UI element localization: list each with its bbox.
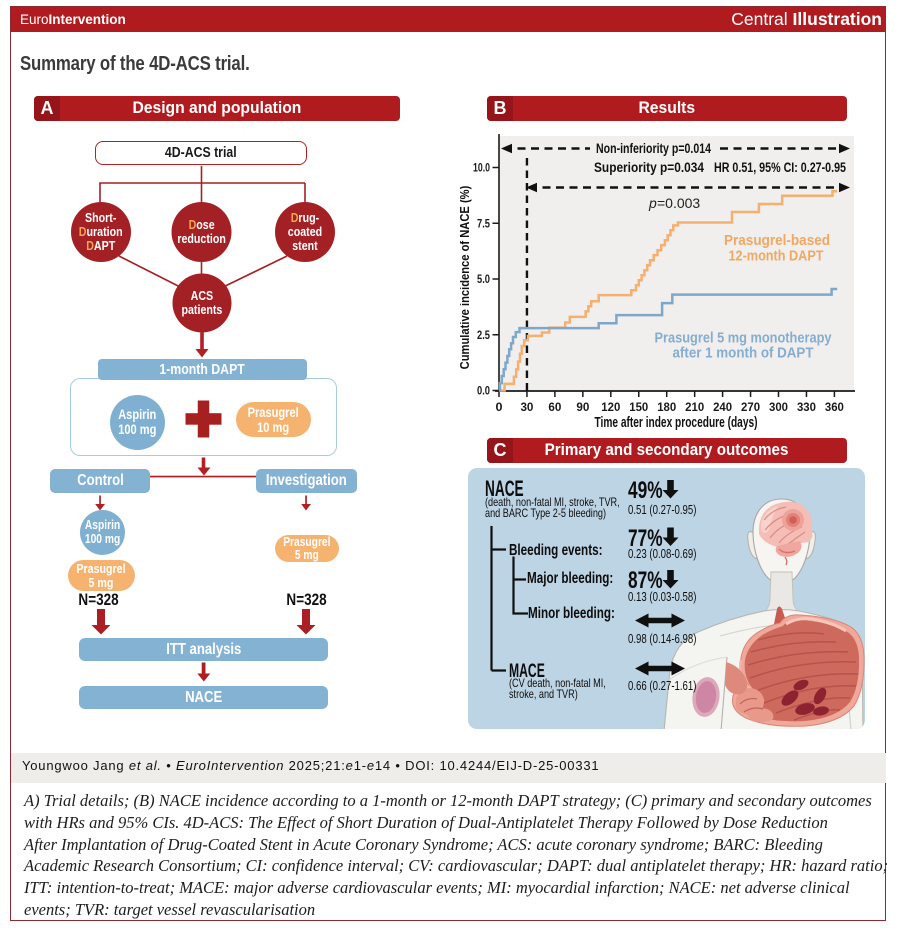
svg-text:12-month DAPT: 12-month DAPT (729, 248, 824, 265)
svg-text:HR 0.51, 95% CI: 0.27-0.95: HR 0.51, 95% CI: 0.27-0.95 (714, 160, 846, 175)
svg-text:=0.003: =0.003 (657, 195, 700, 211)
svg-text:90: 90 (576, 400, 589, 414)
svg-text:0: 0 (496, 400, 503, 414)
svg-text:2.5: 2.5 (477, 330, 490, 342)
svg-text:270: 270 (741, 400, 760, 414)
svg-text:0.0: 0.0 (477, 386, 490, 398)
svg-text:10.0: 10.0 (473, 163, 490, 175)
svg-text:Non-inferiority p=0.014: Non-inferiority p=0.014 (596, 141, 711, 156)
svg-text:7.5: 7.5 (477, 218, 490, 230)
svg-text:300: 300 (769, 400, 788, 414)
svg-text:30: 30 (520, 400, 533, 414)
svg-text:180: 180 (657, 400, 676, 414)
svg-text:150: 150 (629, 400, 648, 414)
svg-text:120: 120 (601, 400, 620, 414)
svg-text:Superiority p=0.034: Superiority p=0.034 (594, 160, 704, 175)
svg-text:330: 330 (797, 400, 816, 414)
svg-text:p: p (648, 195, 657, 211)
svg-text:Cumulative incidence of NACE (: Cumulative incidence of NACE (%) (460, 186, 472, 370)
svg-text:5.0: 5.0 (477, 274, 490, 286)
svg-text:60: 60 (548, 400, 561, 414)
svg-text:Prasugrel-based: Prasugrel-based (724, 232, 830, 249)
svg-text:240: 240 (713, 400, 732, 414)
svg-text:360: 360 (825, 400, 844, 414)
svg-text:Prasugrel 5 mg monotherapy: Prasugrel 5 mg monotherapy (655, 330, 833, 347)
svg-text:Time after index procedure (da: Time after index procedure (days) (595, 415, 758, 431)
svg-text:after 1 month of DAPT: after 1 month of DAPT (673, 345, 814, 362)
svg-text:210: 210 (685, 400, 704, 414)
